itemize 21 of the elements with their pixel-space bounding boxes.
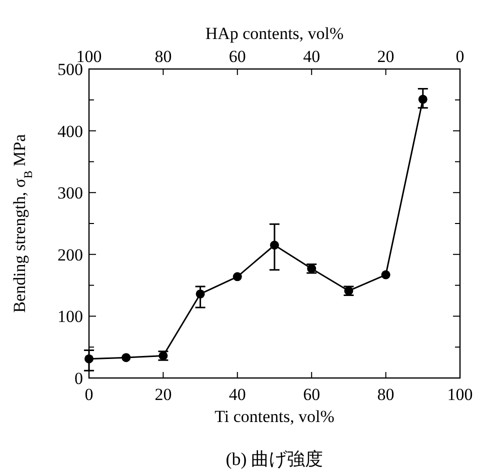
x-axis-title: Ti contents, vol% xyxy=(214,407,334,426)
x-tick-label: 80 xyxy=(377,385,394,404)
x-tick-label: 100 xyxy=(447,385,473,404)
x2-tick-label: 60 xyxy=(228,47,246,66)
point xyxy=(381,270,390,280)
x2-tick-label: 20 xyxy=(377,47,394,66)
x2-axis-title: HAp contents, vol% xyxy=(205,24,344,43)
x2-tick-label: 0 xyxy=(456,47,464,66)
point xyxy=(122,353,131,362)
x-tick-label: 60 xyxy=(303,385,320,404)
y-tick-label: 100 xyxy=(58,307,83,326)
x2-tick-label: 80 xyxy=(154,47,172,66)
y-tick-label: 300 xyxy=(58,184,83,203)
y-tick-label: 0 xyxy=(74,369,83,388)
x2-tick-label: 40 xyxy=(303,47,320,66)
y-tick-label: 200 xyxy=(58,245,83,264)
x-tick-label: 20 xyxy=(154,385,172,404)
text: (b) 曲げ強度 xyxy=(226,449,324,469)
x-tick-label: 40 xyxy=(228,385,246,404)
point xyxy=(232,272,242,282)
y-tick-label: 400 xyxy=(58,122,83,141)
